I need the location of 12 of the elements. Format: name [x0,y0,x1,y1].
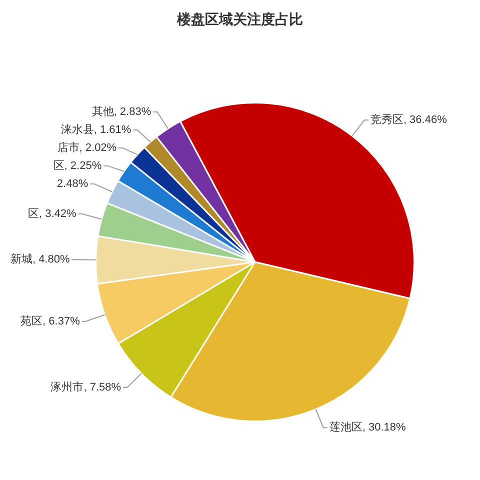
slice-label: 区, 3.42% [28,208,77,220]
slice-label: 店市, 2.02% [57,140,117,154]
data-label: 2.48% [56,178,88,190]
chart-title: 楼盘区域关注度占比 [176,10,303,27]
slice-label: 莲池区, 30.18% [329,420,406,434]
slice-label: 苑区, 6.37% [20,314,80,328]
slice-label: 涞水县, 1.61% [60,122,132,136]
slice-label: 区, 2.25% [53,160,102,172]
slice-label: 涿州市, 7.58% [50,380,122,394]
slice-label: 新城, 4.80% [10,252,70,266]
slice-label: 其他, 2.83% [92,104,152,118]
slice-label: 竞秀区, 36.46% [370,113,448,126]
